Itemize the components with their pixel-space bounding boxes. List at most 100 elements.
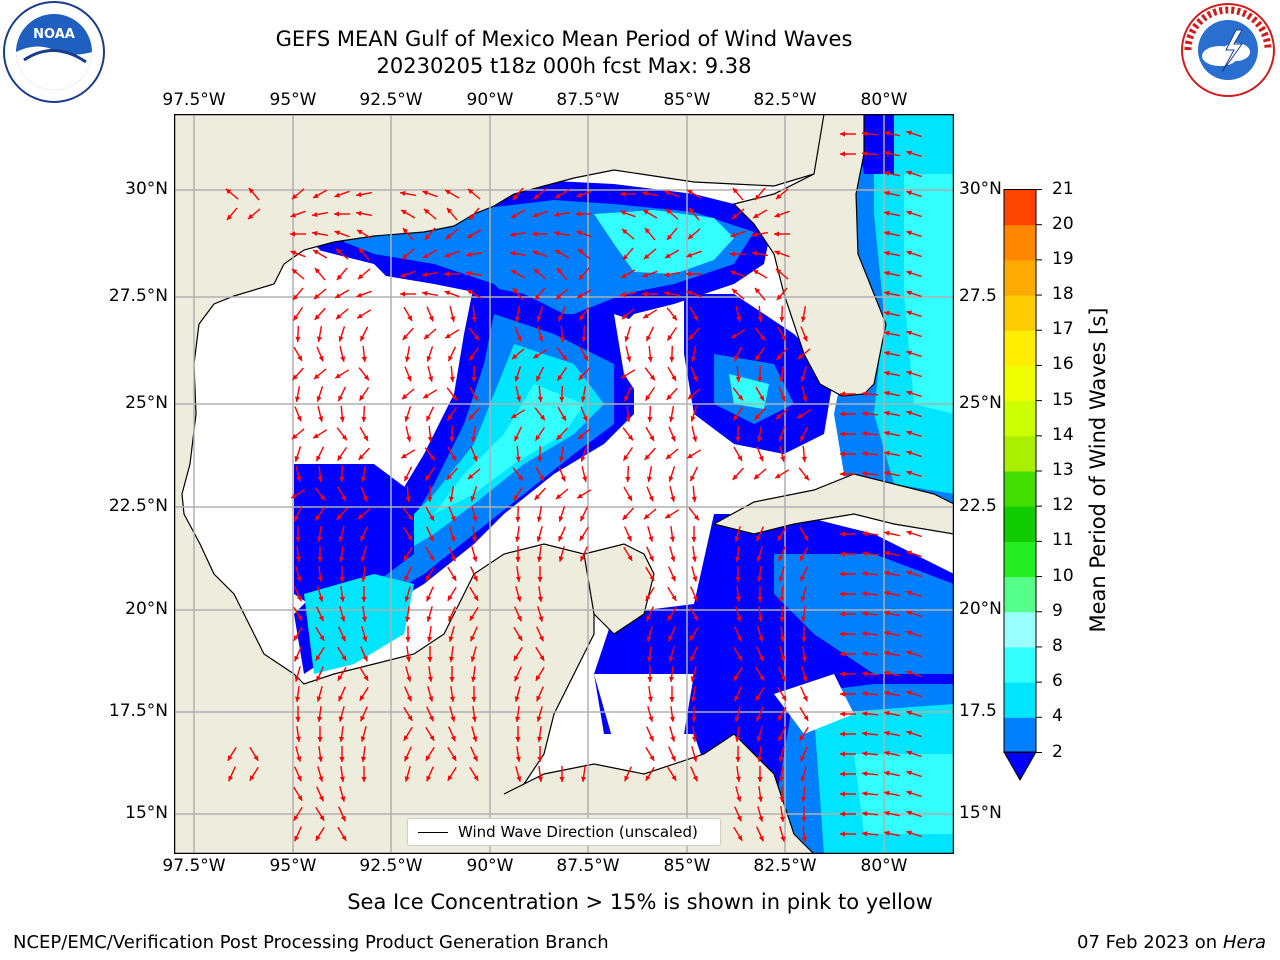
wind-wave-arrowhead — [668, 416, 674, 422]
wind-wave-arrowhead — [620, 292, 626, 298]
legend-label: Wind Wave Direction (unscaled) — [458, 823, 698, 841]
wind-wave-arrowhead — [884, 270, 890, 276]
wind-wave-arrowhead — [532, 250, 539, 256]
wind-wave-arrowhead — [358, 454, 364, 460]
wind-wave-arrowhead — [362, 495, 368, 502]
map-frame — [174, 114, 954, 854]
wind-wave-arrowhead — [906, 290, 912, 296]
wind-wave-arrowhead — [671, 314, 677, 321]
colorbar-tick-label: 14 — [1052, 424, 1074, 445]
wind-wave-arrowhead — [316, 455, 321, 462]
wind-wave-arrowhead — [512, 287, 519, 294]
wind-wave-arrowhead — [426, 415, 431, 422]
wind-wave-arrowhead — [667, 335, 673, 341]
wind-wave-arrowhead — [884, 610, 890, 616]
wind-wave-arrowhead — [906, 810, 912, 816]
wind-wave-arrowhead — [335, 373, 341, 379]
wind-wave-arrowhead — [313, 373, 320, 380]
wind-wave-arrowhead — [686, 290, 693, 296]
wind-wave-arrowhead — [578, 274, 585, 281]
wind-wave-arrowhead — [447, 415, 453, 421]
lon-label-top: 90°W — [466, 90, 514, 110]
wind-wave-arrowhead — [646, 335, 651, 342]
wind-wave-arrowhead — [427, 496, 433, 502]
wind-wave-arrowhead — [691, 717, 697, 722]
wind-wave-arrowhead — [646, 636, 652, 642]
wind-wave-arrowhead — [691, 537, 697, 542]
wind-wave-arrowhead — [340, 815, 346, 822]
wind-wave-arrowhead — [539, 414, 545, 421]
wind-wave-arrowhead — [295, 556, 301, 562]
wind-wave-arrowhead — [840, 791, 845, 797]
wind-wave-arrows — [225, 130, 922, 842]
wind-wave-arrowhead — [691, 736, 697, 742]
colorbar-tick-label: 4 — [1052, 706, 1063, 727]
wind-wave-arrowhead — [451, 394, 457, 401]
wind-wave-arrowhead — [400, 190, 406, 196]
wind-wave-arrowhead — [359, 695, 365, 701]
wind-wave-arrowhead — [862, 131, 868, 137]
wind-wave-arrowhead — [687, 233, 694, 240]
wind-wave-arrowhead — [780, 456, 786, 462]
wind-wave-arrowhead — [779, 816, 785, 822]
colorbar-tick-label: 19 — [1052, 248, 1074, 269]
wind-wave-arrowhead — [735, 577, 741, 582]
wind-wave-arrowhead — [428, 376, 434, 382]
wind-wave-arrowhead — [404, 755, 410, 762]
gridlines — [174, 114, 954, 854]
wind-wave-arrowhead — [429, 555, 435, 561]
wind-wave-arrowhead — [775, 473, 781, 479]
wind-wave-arrowhead — [451, 755, 457, 761]
wind-wave-arrowhead — [648, 716, 654, 722]
wind-wave-arrowhead — [293, 315, 299, 321]
wind-wave-arrowhead — [363, 675, 369, 681]
wind-wave-arrowhead — [670, 755, 676, 762]
wind-wave-arrowhead — [862, 571, 868, 577]
wind-wave-arrowhead — [319, 494, 325, 501]
colorbar-segment — [1004, 471, 1036, 507]
wind-wave-arrowhead — [625, 476, 631, 482]
wind-wave-arrowhead — [407, 514, 413, 521]
lon-label-bottom: 85°W — [663, 856, 711, 876]
wind-wave-arrowhead — [404, 575, 410, 582]
wind-wave-arrowhead — [693, 315, 698, 321]
wind-wave-arrowhead — [334, 211, 339, 217]
wind-wave-arrowhead — [752, 250, 758, 256]
colorbar-tick-label: 2 — [1052, 741, 1063, 762]
wind-wave-arrowhead — [840, 451, 845, 457]
wind-wave-arrowhead — [339, 757, 345, 762]
wind-wave-arrowhead — [444, 271, 449, 277]
wind-wave-arrowhead — [406, 436, 412, 442]
wind-wave-arrowhead — [862, 651, 868, 657]
wind-wave-arrowhead — [537, 556, 543, 562]
wind-wave-arrowhead — [906, 730, 912, 736]
wind-wave-arrowhead — [578, 374, 584, 380]
wind-wave-arrowhead — [428, 535, 434, 542]
wind-wave-arrowhead — [447, 775, 453, 781]
wind-wave-arrowhead — [356, 210, 362, 216]
wind-wave-arrowhead — [290, 231, 295, 237]
wind-wave-arrowhead — [340, 616, 346, 622]
wind-wave-arrowhead — [800, 435, 805, 442]
wind-wave-arrowhead — [669, 697, 675, 702]
wind-wave-arrowhead — [797, 413, 803, 419]
wind-wave-arrowhead — [779, 797, 785, 802]
wind-wave-arrowhead — [426, 775, 432, 782]
wind-wave-arrowhead — [556, 267, 563, 274]
wind-wave-arrowhead — [755, 695, 761, 701]
wind-wave-arrowhead — [445, 333, 451, 339]
wind-wave-arrowhead — [293, 815, 299, 821]
wind-wave-arrowhead — [400, 272, 407, 278]
wind-wave-arrowhead — [554, 230, 560, 236]
wind-wave-arrowhead — [317, 476, 323, 482]
wind-wave-arrowhead — [338, 336, 344, 342]
wind-wave-arrowhead — [511, 413, 517, 419]
wind-wave-arrowhead — [428, 696, 434, 702]
wind-wave-arrowhead — [906, 750, 912, 756]
wind-wave-arrowhead — [533, 268, 540, 275]
wind-wave-arrowhead — [756, 535, 762, 542]
wind-wave-arrowhead — [515, 557, 521, 562]
wind-wave-arrowhead — [554, 212, 560, 218]
lon-label-bottom: 97.5°W — [162, 856, 226, 876]
wind-wave-arrowhead — [580, 515, 585, 522]
